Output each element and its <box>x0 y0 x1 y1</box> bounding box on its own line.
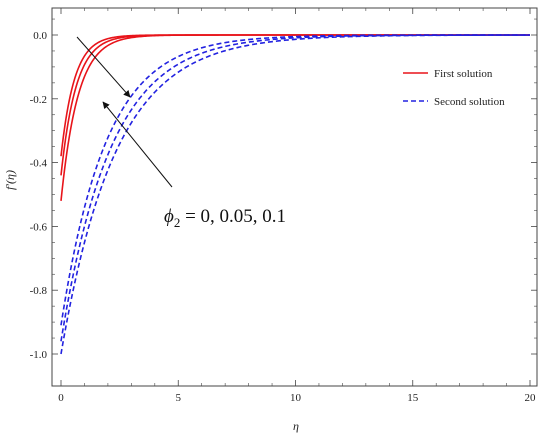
y-tick-label: -0.8 <box>30 285 48 297</box>
y-tick-label: -0.6 <box>30 221 48 233</box>
x-tick-label: 20 <box>525 392 537 404</box>
y-axis-title: f′(η) <box>3 170 17 190</box>
x-tick-label: 0 <box>58 392 64 404</box>
plot-frame <box>51 7 538 387</box>
series-curves <box>60 34 530 355</box>
annotation-values: = 0, 0.05, 0.1 <box>180 206 286 227</box>
y-tick-label: -0.4 <box>30 158 48 170</box>
first-solution-curve-3 <box>60 34 530 201</box>
annotation-subscript: 2 <box>174 215 181 230</box>
plot-border <box>51 7 538 387</box>
annotation-arrows <box>76 36 173 188</box>
x-tick-label: 10 <box>290 392 302 404</box>
second-solution-curve-2 <box>60 34 530 342</box>
x-axis-title: η <box>293 419 299 433</box>
axis-ticks: 0 5 10 15 20 0.0 -0.2 -0.4 -0.6 -0.8 -1.0 <box>30 8 537 404</box>
arrow-first-solution <box>76 36 131 98</box>
y-tick-label: 0.0 <box>33 30 47 42</box>
x-tick-label: 15 <box>407 392 419 404</box>
arrow-second-solution <box>102 101 173 188</box>
second-solution-curve-3 <box>60 34 530 355</box>
annotation-symbol: ϕ <box>164 206 174 227</box>
y-tick-label: -1.0 <box>30 349 48 361</box>
annotation-phi: ϕ2 = 0, 0.05, 0.1 <box>164 206 286 230</box>
y-tick-label: -0.2 <box>30 94 47 106</box>
x-tick-label: 5 <box>176 392 182 404</box>
legend-label-second: Second solution <box>434 96 505 108</box>
legend-label-first: First solution <box>434 68 493 80</box>
legend: First solution Second solution <box>403 68 505 108</box>
